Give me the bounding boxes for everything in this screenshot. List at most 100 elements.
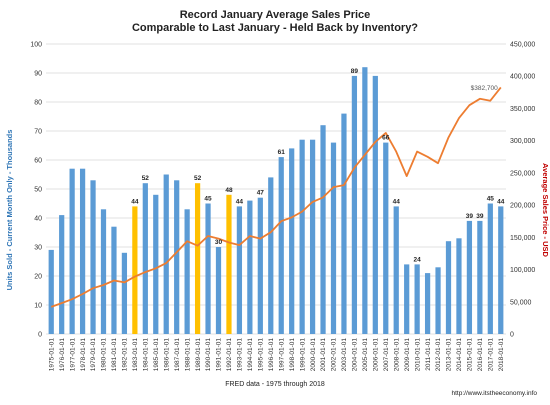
x-tick-label: 1997-01-01 [278,338,285,372]
bar-value-label: 30 [215,239,223,246]
bar-value-label: 45 [487,196,495,203]
bar [435,267,441,334]
bar [477,220,483,334]
bar [498,206,504,334]
x-tick-label: 1976-01-01 [59,338,66,372]
x-tick-label: 2001-01-01 [320,338,327,372]
x-tick-label: 1996-01-01 [268,338,275,372]
bar [100,209,107,334]
bar-value-label: 61 [278,149,286,156]
x-tick-label: 2010-01-01 [414,338,421,372]
bar [184,209,190,334]
bar [153,194,159,334]
x-tick-label: 2009-01-01 [404,338,411,372]
bar [309,139,316,334]
y-tick-label: 10 [34,303,42,310]
y2-tick-label: 350,000 [510,106,535,113]
y-tick-label: 100 [30,42,42,49]
bar [48,249,54,334]
y-tick-label: 90 [34,71,42,78]
x-tick-label: 2013-01-01 [446,338,453,372]
bar [247,200,253,334]
y2-tick-label: 200,000 [510,203,535,210]
x-tick-label: 1978-01-01 [80,338,87,372]
bar [142,183,148,334]
x-axis-ticks: 1975-01-01 1976-01-01 1977-01-01 1978-01-01… [48,338,505,372]
x-tick-label: 2002-01-01 [331,338,338,372]
bar [414,264,420,334]
bar-value-label: 39 [466,213,474,220]
y-tick-label: 40 [34,216,42,223]
x-tick-label: 2015-01-01 [467,338,474,372]
y2-tick-label: 450,000 [510,42,535,49]
bar-value-label: 66 [382,135,390,142]
chart-subtitle: Comparable to Last January - Held Back b… [132,22,418,34]
bar [487,203,493,334]
bar [132,206,138,334]
bar-value-label: 45 [204,196,212,203]
x-tick-label: 2011-01-01 [425,338,432,371]
left-axis-ticks: 0 10 20 30 40 50 60 70 80 90 100 [30,42,42,339]
x-tick-label: 1989-01-01 [195,338,202,372]
bar [163,174,169,334]
y-tick-label: 50 [34,187,42,194]
bar [404,264,410,334]
x-tick-label: 1981-01-01 [111,338,118,372]
bar [393,206,399,334]
right-axis-label: Average Sales Price - USD [541,163,550,258]
source-credit: http://www.itstheeconomy.info [451,390,537,397]
bar [383,142,389,334]
y-tick-label: 0 [38,332,42,339]
x-tick-label: 1999-01-01 [299,338,306,372]
x-tick-label: 1986-01-01 [163,338,170,372]
left-axis-label: Units Sold - Current Month Only - Thousa… [5,130,14,291]
x-tick-label: 1991-01-01 [216,338,223,372]
bar-value-label: 24 [414,256,422,263]
x-tick-label: 1985-01-01 [153,338,160,372]
bar [226,194,232,334]
x-tick-label: 2007-01-01 [383,338,390,372]
x-tick-label: 2005-01-01 [362,338,369,372]
chart-title: Record January Average Sales Price [180,9,371,21]
x-tick-label: 1988-01-01 [184,338,191,372]
x-tick-label: 1982-01-01 [122,338,129,372]
chart-footer: FRED data - 1975 through 2018 [225,381,325,388]
bar [299,139,305,334]
y2-tick-label: 50,000 [510,299,532,306]
bar [174,180,180,334]
bar [257,197,263,334]
bar [466,220,473,334]
bar [236,206,243,334]
x-tick-label: 1990-01-01 [205,338,212,372]
price-end-label: $382,700 [471,85,498,92]
x-tick-label: 2012-01-01 [435,338,442,372]
x-tick-label: 1998-01-01 [289,338,296,372]
x-tick-label: 1992-01-01 [226,338,233,372]
bar-value-label: 48 [225,187,233,194]
x-tick-label: 2004-01-01 [352,338,359,372]
bar-value-label: 52 [142,175,150,182]
x-tick-label: 1983-01-01 [132,338,139,372]
y2-tick-label: 400,000 [510,74,535,81]
bar-value-label: 44 [131,198,139,205]
x-tick-label: 1975-01-01 [48,338,55,372]
y-tick-label: 80 [34,100,42,107]
x-tick-label: 1995-01-01 [258,338,265,372]
bar [205,203,211,334]
bar-value-label: 47 [257,190,265,197]
x-tick-label: 2006-01-01 [373,338,380,372]
x-tick-label: 2014-01-01 [456,338,463,372]
y2-tick-label: 0 [510,332,514,339]
price-line [50,86,502,308]
right-axis-ticks: 0 50,000 100,000 150,000 200,000 250,000 300,0… [510,42,535,339]
bar [445,241,452,334]
x-tick-label: 1979-01-01 [90,338,97,372]
bar-value-label: 89 [351,68,359,75]
y-tick-label: 70 [34,129,42,136]
bar [320,125,326,334]
y-tick-label: 20 [34,274,42,281]
line-series: $382,700 [50,85,502,308]
bar [121,252,128,334]
bar [79,168,86,334]
